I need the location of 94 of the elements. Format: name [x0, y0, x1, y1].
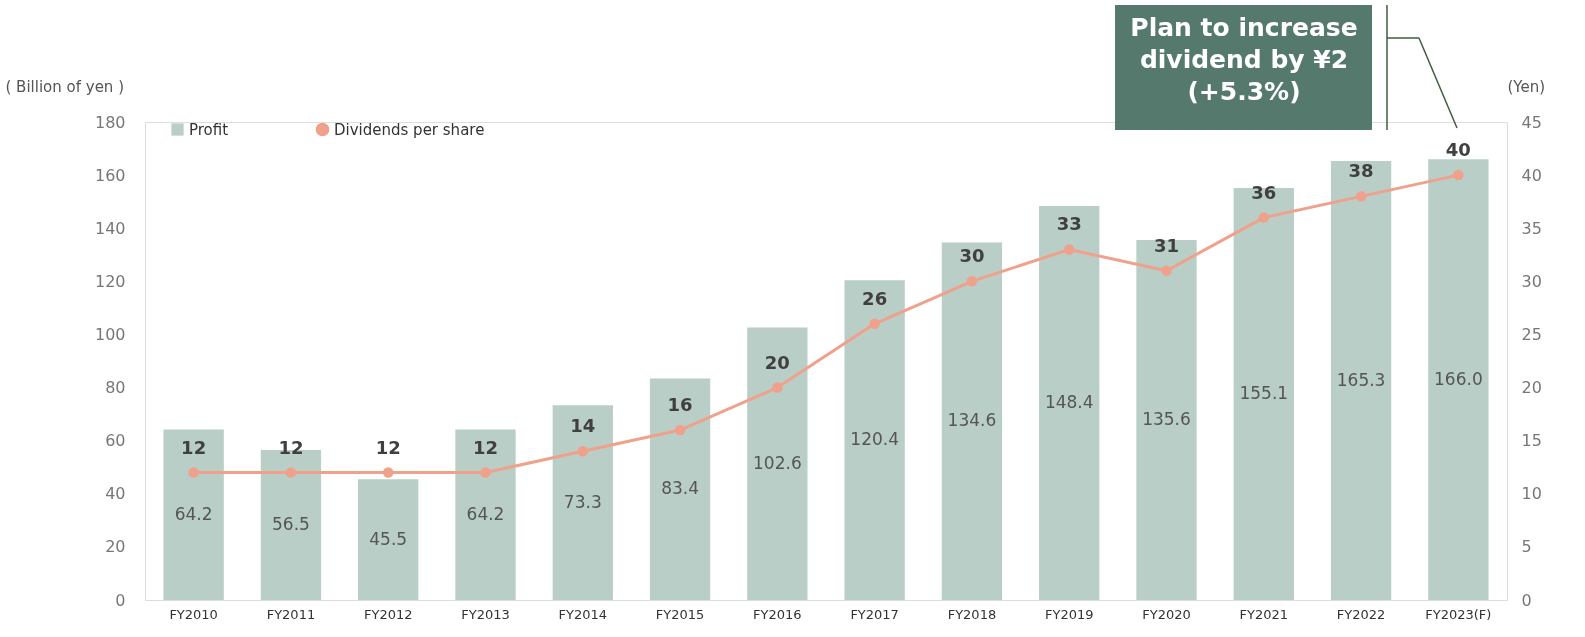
x-tick-label: FY2023(F)	[1425, 606, 1492, 622]
x-tick-label: FY2021	[1239, 606, 1289, 622]
data-label: 20	[764, 351, 790, 373]
data-label: 12	[181, 436, 207, 458]
data-label: 102.6	[753, 452, 802, 473]
bar	[649, 378, 711, 600]
data-label: 38	[1348, 160, 1374, 182]
y-tick-label: 20	[105, 537, 126, 557]
bar	[1136, 239, 1197, 600]
point	[1453, 169, 1464, 181]
data-label: 120.4	[850, 429, 899, 450]
data-label: 135.6	[1142, 408, 1191, 429]
text: Plan to increase dividend by ¥2 (+5.3%)	[1130, 13, 1358, 106]
data-label: 12	[278, 436, 304, 458]
y2-tick-label: 45	[1521, 112, 1542, 132]
legend-label: Dividends per share	[334, 120, 485, 139]
data-label: 12	[375, 436, 401, 458]
y2-tick-label: 35	[1521, 218, 1542, 238]
bar	[1330, 161, 1392, 600]
point	[285, 467, 297, 478]
data-label: 166.0	[1434, 368, 1483, 389]
data-label: 16	[667, 394, 693, 416]
bar	[747, 327, 808, 600]
x-tick-label: FY2019	[1044, 606, 1094, 622]
y2-tick-label: 40	[1521, 165, 1542, 185]
bar	[552, 405, 613, 600]
y2-tick-label: 0	[1521, 590, 1532, 610]
data-label: 134.6	[947, 410, 997, 431]
point	[1355, 191, 1367, 202]
y-tick-label: 180	[94, 112, 126, 132]
y-tick-label: 80	[105, 378, 126, 398]
y-tick-label: 120	[94, 271, 126, 291]
y2-tick-label: 20	[1521, 378, 1542, 398]
x-tick-label: FY2012	[363, 606, 413, 622]
legend-label: Profit	[189, 120, 229, 139]
y-tick-label: 40	[105, 484, 126, 504]
data-label: 56.5	[272, 513, 310, 534]
data-label: 26	[862, 287, 888, 309]
bar	[163, 429, 224, 600]
y2-axis-title: (Yen)	[1507, 77, 1546, 96]
point	[480, 467, 491, 478]
data-label: 155.1	[1239, 383, 1289, 404]
data-label: 148.4	[1044, 391, 1094, 412]
data-label: 73.3	[563, 491, 602, 512]
data-label: 14	[570, 415, 596, 437]
data-label: 36	[1251, 181, 1277, 203]
y2-tick-label: 15	[1521, 431, 1542, 451]
x-tick-label: FY2014	[558, 606, 608, 622]
x-tick-label: FY2018	[947, 606, 997, 622]
point	[869, 318, 880, 330]
x-tick-label: FY2020	[1142, 606, 1191, 622]
bar	[1233, 188, 1294, 600]
data-label: 45.5	[369, 528, 408, 549]
data-label: 64.2	[466, 503, 505, 524]
y2-tick-label: 5	[1521, 537, 1532, 557]
y2-tick-label: 30	[1521, 271, 1542, 291]
y-tick-label: 0	[115, 590, 126, 610]
point	[1258, 212, 1270, 223]
data-label: 12	[472, 436, 499, 458]
y-tick-label: 100	[94, 324, 126, 344]
point	[966, 276, 978, 287]
x-tick-label: FY2010	[169, 606, 218, 622]
data-label: 83.4	[661, 478, 699, 499]
y-tick-label: 140	[94, 218, 126, 238]
y2-tick-label: 25	[1521, 324, 1542, 344]
bar	[1428, 159, 1489, 600]
point	[674, 424, 686, 436]
data-label: 33	[1056, 213, 1082, 235]
data-label: 30	[959, 245, 985, 267]
data-label: 40	[1445, 139, 1471, 161]
x-tick-label: FY2016	[753, 606, 802, 622]
bar	[1039, 205, 1100, 600]
x-tick-label: FY2013	[461, 606, 510, 622]
y-axis-title: ( Billion of yen )	[5, 77, 124, 96]
y-tick-label: 60	[105, 431, 126, 451]
point	[382, 467, 394, 478]
data-label: 64.2	[174, 503, 213, 524]
point	[577, 446, 589, 457]
x-tick-label: FY2017	[850, 606, 899, 622]
bar	[844, 280, 905, 600]
x-tick-label: FY2011	[266, 606, 316, 622]
y2-tick-label: 10	[1521, 484, 1542, 504]
point	[772, 382, 783, 393]
x-tick-label: FY2022	[1336, 606, 1386, 622]
data-label: 31	[1153, 234, 1180, 256]
bar	[941, 242, 1003, 600]
point	[1161, 265, 1172, 276]
x-tick-label: FY2015	[655, 606, 705, 622]
data-label: 165.3	[1336, 369, 1386, 390]
point	[1063, 244, 1075, 255]
bar	[455, 429, 516, 600]
point	[188, 467, 199, 478]
bar	[358, 479, 419, 600]
y-tick-label: 160	[94, 165, 126, 185]
